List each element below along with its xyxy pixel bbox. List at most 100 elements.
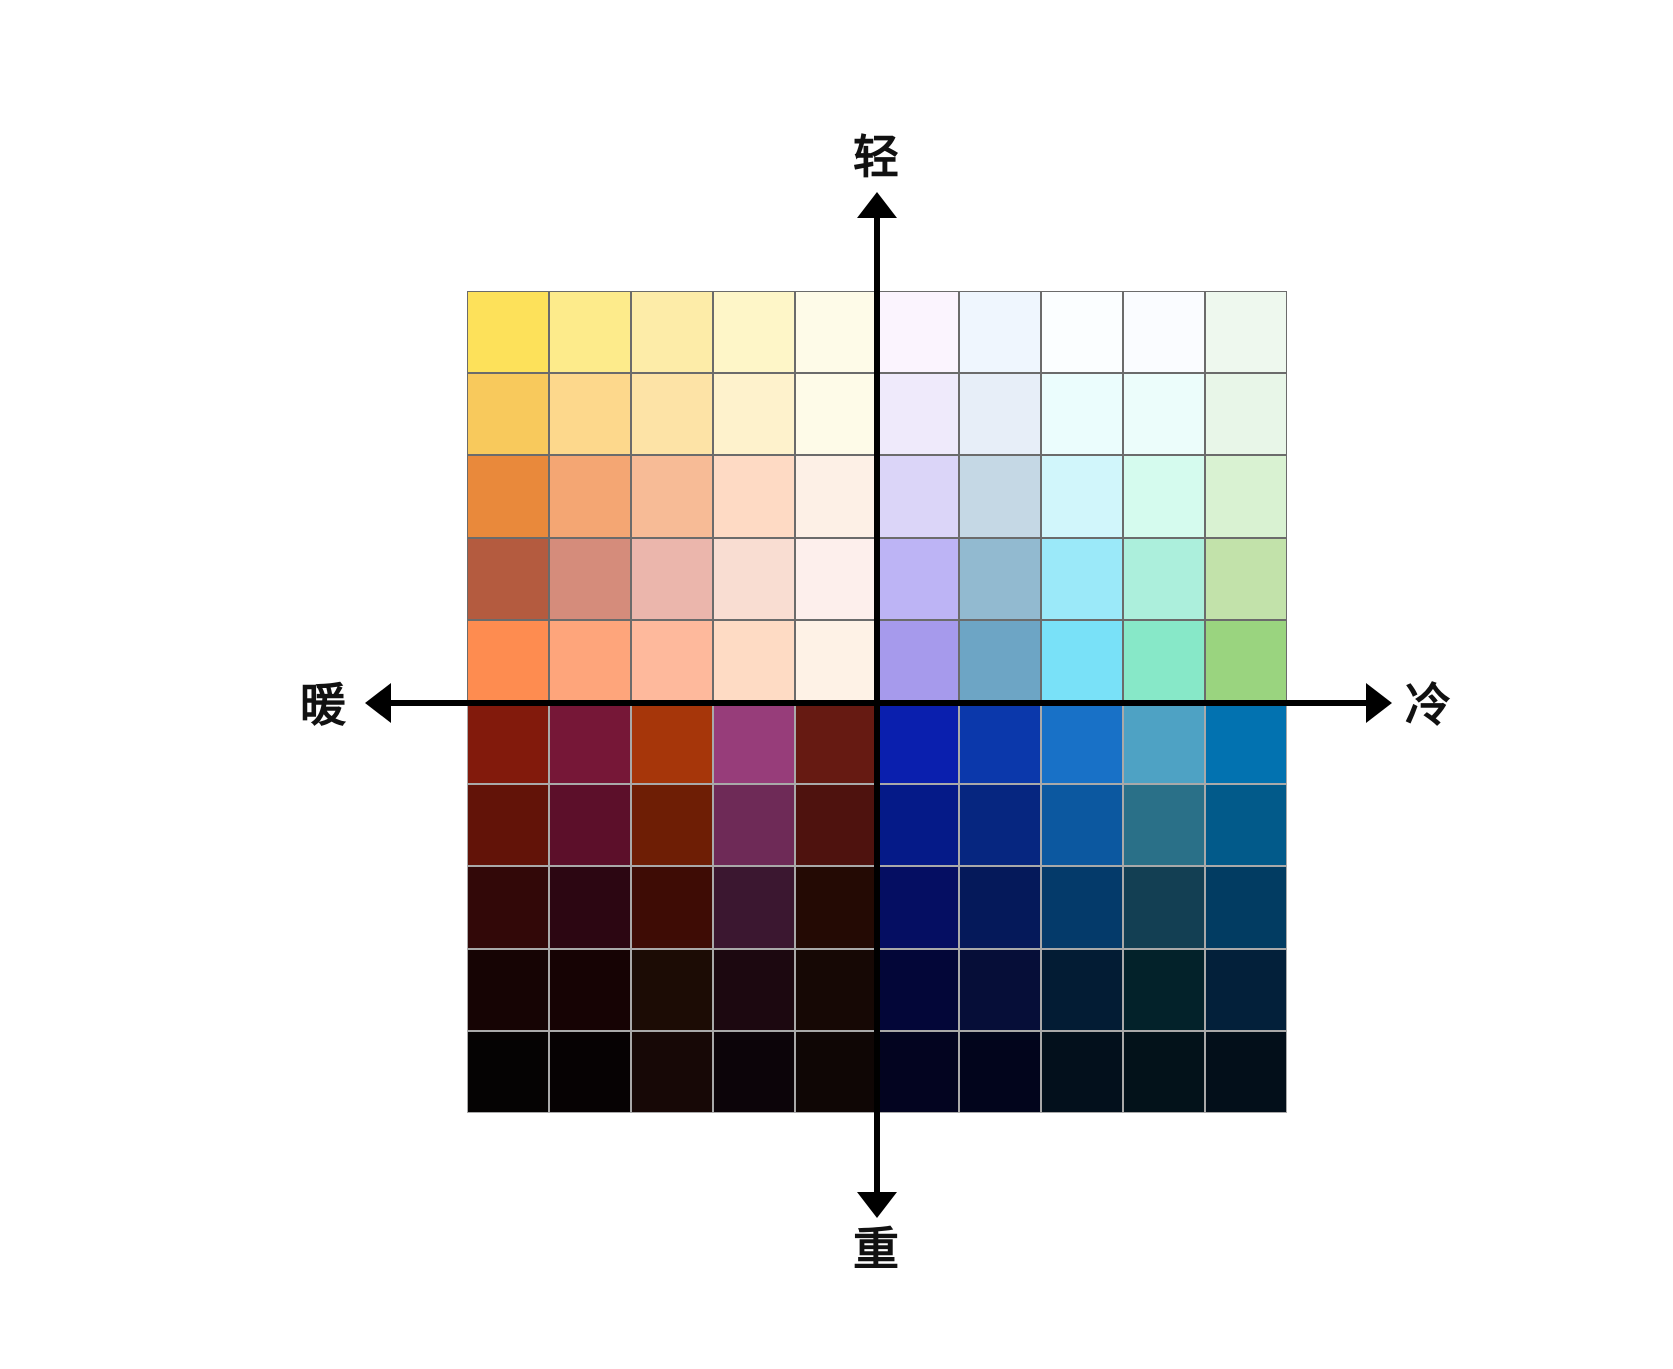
color-swatch [1041,948,1123,1031]
color-swatch [549,866,631,949]
color-swatch [713,373,795,456]
color-swatch [1041,291,1123,374]
color-swatch [877,1030,959,1113]
color-swatch [1041,784,1123,867]
color-swatch [877,701,959,785]
color-swatch [549,948,631,1031]
color-swatch [467,455,549,538]
color-swatch [1123,784,1205,867]
color-swatch [713,455,795,538]
color-swatch [795,1030,877,1113]
color-swatch [549,619,631,702]
color-swatch [549,1030,631,1113]
color-swatch [795,455,877,538]
color-swatch [631,291,713,374]
color-swatch [549,784,631,867]
color-swatch [1123,619,1205,702]
color-swatch [1123,866,1205,949]
color-swatch [959,291,1041,374]
color-swatch [549,373,631,456]
color-swatch [1041,537,1123,620]
color-swatch [959,455,1041,538]
color-swatch [1123,948,1205,1031]
color-swatch [1123,373,1205,456]
color-swatch [713,948,795,1031]
color-swatch [1205,455,1287,538]
color-swatch [713,866,795,949]
color-swatch-grid [467,291,1287,1113]
color-swatch [959,537,1041,620]
color-swatch [713,291,795,374]
color-swatch [713,537,795,620]
color-swatch [631,1030,713,1113]
color-swatch [877,537,959,620]
color-swatch [631,537,713,620]
axis-label-light: 轻 [853,130,899,184]
axis-label-cool: 冷 [1405,678,1451,732]
color-swatch [1205,948,1287,1031]
color-swatch [1041,1030,1123,1113]
color-swatch [1123,1030,1205,1113]
color-swatch [1205,866,1287,949]
color-swatch [467,701,549,785]
color-swatch [1041,373,1123,456]
color-swatch [795,619,877,702]
color-swatch [795,373,877,456]
color-swatch [1123,455,1205,538]
color-swatch [959,701,1041,785]
color-swatch [631,866,713,949]
color-swatch [631,784,713,867]
color-swatch [631,373,713,456]
color-swatch [467,948,549,1031]
color-swatch [631,619,713,702]
color-swatch [1041,866,1123,949]
axis-label-heavy: 重 [853,1222,899,1276]
color-swatch [959,619,1041,702]
color-swatch [549,455,631,538]
color-swatch [1205,784,1287,867]
color-swatch [877,291,959,374]
color-swatch [795,784,877,867]
color-swatch [1123,537,1205,620]
color-swatch [1205,1030,1287,1113]
color-swatch [877,373,959,456]
color-swatch [795,866,877,949]
color-swatch [959,1030,1041,1113]
color-swatch [877,619,959,702]
color-swatch [467,291,549,374]
color-swatch [795,537,877,620]
color-swatch [1123,701,1205,785]
color-swatch [631,455,713,538]
color-swatch [713,619,795,702]
color-swatch [549,701,631,785]
color-swatch [467,373,549,456]
color-swatch [959,373,1041,456]
axis-label-warm: 暖 [300,678,346,732]
color-swatch [959,784,1041,867]
color-swatch [877,866,959,949]
color-swatch [467,866,549,949]
color-swatch [795,701,877,785]
color-swatch [1041,701,1123,785]
color-swatch [1205,619,1287,702]
color-swatch [549,537,631,620]
color-swatch [877,948,959,1031]
color-swatch [549,291,631,374]
color-swatch [1205,701,1287,785]
color-swatch [713,701,795,785]
color-swatch [467,537,549,620]
color-swatch [467,619,549,702]
color-swatch [1123,291,1205,374]
color-swatch [1205,291,1287,374]
color-swatch [959,866,1041,949]
color-swatch [713,784,795,867]
color-swatch [467,784,549,867]
color-swatch [1041,455,1123,538]
color-swatch [1041,619,1123,702]
color-swatch [631,701,713,785]
color-swatch [877,455,959,538]
color-swatch [467,1030,549,1113]
color-swatch [795,948,877,1031]
color-swatch [1205,373,1287,456]
color-swatch [795,291,877,374]
